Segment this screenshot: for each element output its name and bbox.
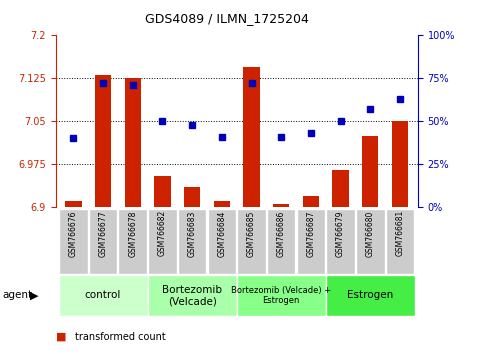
Text: Bortezomib (Velcade) +
Estrogen: Bortezomib (Velcade) + Estrogen — [231, 286, 331, 305]
FancyBboxPatch shape — [386, 209, 414, 274]
FancyBboxPatch shape — [327, 209, 355, 274]
FancyBboxPatch shape — [267, 209, 296, 274]
Bar — [213, 201, 230, 207]
Text: GSM766678: GSM766678 — [128, 210, 137, 257]
FancyBboxPatch shape — [297, 209, 325, 274]
Bar — [184, 187, 200, 207]
Text: transformed count: transformed count — [75, 332, 166, 342]
FancyBboxPatch shape — [58, 275, 148, 316]
Text: GSM766681: GSM766681 — [396, 210, 404, 256]
Text: GSM766676: GSM766676 — [69, 210, 78, 257]
Text: GSM766686: GSM766686 — [277, 210, 286, 257]
Bar — [65, 201, 82, 207]
FancyBboxPatch shape — [237, 209, 266, 274]
Text: Bortezomib
(Velcade): Bortezomib (Velcade) — [162, 285, 222, 306]
FancyBboxPatch shape — [237, 275, 326, 316]
Text: GSM766684: GSM766684 — [217, 210, 227, 257]
Bar — [303, 196, 319, 207]
FancyBboxPatch shape — [148, 275, 237, 316]
Bar — [392, 121, 408, 207]
Text: GSM766682: GSM766682 — [158, 210, 167, 256]
FancyBboxPatch shape — [59, 209, 87, 274]
FancyBboxPatch shape — [89, 209, 117, 274]
Text: GSM766680: GSM766680 — [366, 210, 375, 257]
Bar — [125, 78, 141, 207]
Bar — [243, 67, 260, 207]
Text: agent: agent — [2, 290, 32, 301]
Text: GSM766685: GSM766685 — [247, 210, 256, 257]
Text: Estrogen: Estrogen — [347, 290, 394, 301]
Bar — [332, 170, 349, 207]
FancyBboxPatch shape — [118, 209, 147, 274]
Text: GSM766683: GSM766683 — [187, 210, 197, 257]
FancyBboxPatch shape — [356, 209, 384, 274]
FancyBboxPatch shape — [208, 209, 236, 274]
Bar — [273, 204, 289, 207]
Text: control: control — [85, 290, 121, 301]
Text: GSM766687: GSM766687 — [306, 210, 315, 257]
Text: ▶: ▶ — [30, 290, 39, 301]
FancyBboxPatch shape — [148, 209, 177, 274]
FancyBboxPatch shape — [326, 275, 415, 316]
Text: GSM766677: GSM766677 — [99, 210, 108, 257]
Text: GDS4089 / ILMN_1725204: GDS4089 / ILMN_1725204 — [145, 12, 309, 25]
FancyBboxPatch shape — [178, 209, 206, 274]
Text: ■: ■ — [56, 332, 66, 342]
Bar — [95, 75, 111, 207]
Bar — [362, 136, 379, 207]
Bar — [154, 176, 170, 207]
Text: GSM766679: GSM766679 — [336, 210, 345, 257]
